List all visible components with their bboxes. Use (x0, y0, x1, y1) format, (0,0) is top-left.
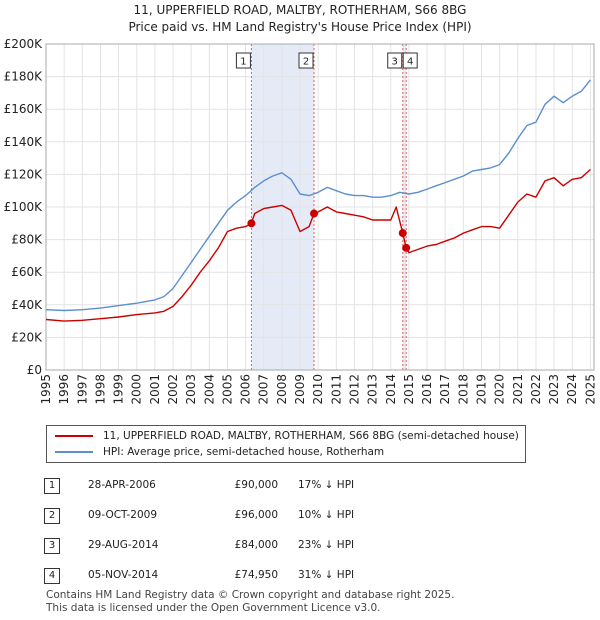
sale-point (247, 219, 256, 228)
x-tick-label: 2023 (547, 374, 561, 405)
y-tick-label: £40K (11, 298, 43, 312)
price-chart: £0 £20K £40K £60K £80K £100K £120K £140K £160K £1… (4, 37, 598, 405)
row-price: £96,000 (234, 509, 278, 521)
sale-point (398, 229, 407, 238)
row-date: 28-APR-2006 (88, 479, 156, 491)
y-tick-label: £160K (4, 102, 44, 116)
x-tick-label: 1999 (112, 374, 126, 405)
x-tick-label: 2007 (257, 374, 271, 405)
x-tick-label: 1995 (39, 374, 53, 405)
x-tick-label: 2001 (148, 374, 162, 405)
x-tick-label: 2006 (239, 374, 253, 405)
y-tick-label: £140K (4, 135, 44, 149)
table-row: 1 28-APR-2006 £90,000 17% ↓ HPI (44, 478, 564, 498)
x-tick-label: 2019 (474, 374, 488, 405)
x-tick-label: 2020 (493, 374, 507, 405)
chart-title: 11, UPPERFIELD ROAD, MALTBY, ROTHERHAM, … (133, 3, 467, 17)
y-tick-label: £180K (4, 70, 44, 84)
sale-number-label: 3 (392, 57, 398, 68)
x-tick-label: 2013 (366, 374, 380, 405)
row-hpi: 31% ↓ HPI (298, 569, 355, 581)
x-tick-label: 2010 (311, 374, 325, 405)
x-tick-label: 2004 (202, 374, 216, 405)
sale-point (402, 243, 411, 252)
x-tick-label: 2005 (220, 374, 234, 405)
x-tick-label: 2017 (438, 374, 452, 405)
x-tick-label: 2014 (384, 374, 398, 405)
row-hpi: 10% ↓ HPI (298, 509, 355, 521)
x-tick-label: 2000 (130, 374, 144, 405)
legend-swatch-hpi (55, 451, 93, 453)
plot-frame (45, 43, 595, 371)
legend-item-hpi: HPI: Average price, semi-detached house,… (55, 444, 384, 460)
legend-label-hpi: HPI: Average price, semi-detached house,… (103, 446, 385, 458)
row-number: 1 (44, 478, 60, 494)
sale-number-box (235, 52, 251, 69)
hpi-line (45, 79, 591, 312)
chart-subtitle: Price paid vs. HM Land Registry's House … (128, 20, 472, 34)
x-tick-label: 2016 (420, 374, 434, 405)
y-tick-label: £80K (11, 233, 43, 247)
sale-number-box (402, 52, 418, 69)
legend-swatch-property (55, 435, 93, 437)
y-tick-label: £20K (11, 330, 43, 344)
legend-item-property: 11, UPPERFIELD ROAD, MALTBY, ROTHERHAM, … (55, 428, 519, 444)
x-tick-label: 1997 (75, 374, 89, 405)
x-tick-label: 2012 (347, 374, 361, 405)
y-tick-label: £200K (4, 37, 44, 51)
row-price: £74,950 (234, 569, 278, 581)
x-tick-label: 2024 (565, 374, 579, 405)
sale-number-label: 1 (240, 57, 246, 68)
x-tick-label: 1998 (93, 374, 107, 405)
chart-legend: 11, UPPERFIELD ROAD, MALTBY, ROTHERHAM, … (46, 425, 526, 463)
row-date: 05-NOV-2014 (88, 569, 159, 581)
x-tick-label: 1996 (57, 374, 71, 405)
table-row: 4 05-NOV-2014 £74,950 31% ↓ HPI (44, 568, 564, 588)
x-tick-label: 2025 (583, 374, 597, 405)
x-tick-label: 2003 (184, 374, 198, 405)
legend-label-property: 11, UPPERFIELD ROAD, MALTBY, ROTHERHAM, … (103, 430, 519, 442)
x-tick-label: 2008 (275, 374, 289, 405)
table-row: 2 09-OCT-2009 £96,000 10% ↓ HPI (44, 508, 564, 528)
sale-number-label: 2 (303, 57, 309, 68)
row-date: 29-AUG-2014 (88, 539, 159, 551)
y-tick-label: £60K (11, 265, 43, 279)
sale-number-box (298, 52, 314, 69)
x-tick-label: 2018 (456, 374, 470, 405)
row-number: 4 (44, 568, 60, 584)
x-tick-label: 2002 (166, 374, 180, 405)
sale-point (310, 209, 319, 218)
footer-licence: This data is licensed under the Open Gov… (46, 602, 381, 614)
row-hpi: 23% ↓ HPI (298, 539, 355, 551)
row-date: 09-OCT-2009 (88, 509, 157, 521)
x-tick-label: 2021 (511, 374, 525, 405)
row-price: £90,000 (234, 479, 278, 491)
row-number: 2 (44, 508, 60, 524)
y-tick-label: £120K (4, 167, 44, 181)
row-number: 3 (44, 538, 60, 554)
x-tick-label: 2015 (402, 374, 416, 405)
footer-copyright: Contains HM Land Registry data © Crown c… (46, 589, 455, 601)
x-tick-label: 2011 (329, 374, 343, 405)
sale-number-label: 4 (407, 57, 413, 68)
y-tick-label: £0 (27, 363, 42, 377)
table-row: 3 29-AUG-2014 £84,000 23% ↓ HPI (44, 538, 564, 558)
row-hpi: 17% ↓ HPI (298, 479, 355, 491)
property-price-line (45, 168, 591, 322)
y-tick-label: £100K (4, 200, 44, 214)
sale-number-box (387, 52, 403, 69)
x-tick-label: 2022 (529, 374, 543, 405)
row-price: £84,000 (234, 539, 278, 551)
x-tick-label: 2009 (293, 374, 307, 405)
